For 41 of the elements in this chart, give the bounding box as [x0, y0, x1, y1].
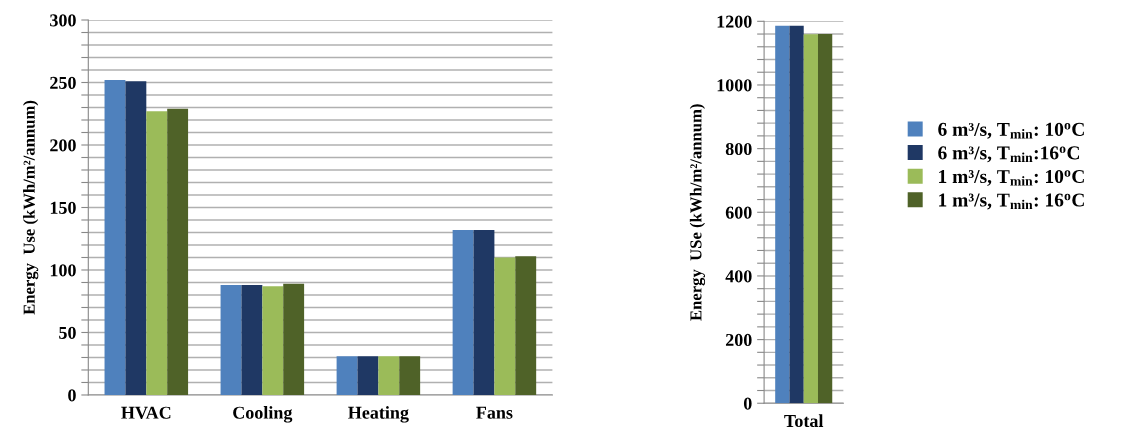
bar	[473, 229, 495, 395]
y-tick-label: 1200	[717, 15, 752, 28]
bar	[336, 356, 358, 395]
bar	[241, 284, 263, 395]
legend-label: 6 m³/s, T$_{min}$:16$^{o}$C	[938, 146, 1079, 163]
y-tick-label: 400	[725, 270, 752, 283]
bar	[283, 283, 305, 395]
bar	[399, 356, 421, 395]
x-tick-label: Fans	[476, 406, 513, 419]
legend-label: 1 m³/s, T$_{min}$: 16$^{o}$C	[939, 193, 1084, 210]
y-tick-label: 100	[50, 264, 76, 277]
y-tick-label: 800	[725, 142, 752, 156]
x-tick-label: HVAC	[121, 406, 171, 419]
bar	[167, 108, 189, 395]
y-tick-label: 200	[50, 139, 76, 152]
y-tick-label: 250	[50, 76, 76, 89]
legend-label: 1 m³/s, T$_{min}$: 10$^{o}$C	[939, 169, 1084, 186]
bar	[262, 286, 284, 395]
bar	[494, 257, 516, 395]
y-tick-label: 1000	[717, 79, 752, 92]
x-tick-label: Heating	[348, 406, 409, 423]
y-axis-title: Energy Use (kWh/m²/annum)	[23, 100, 39, 315]
y-tick-label: 600	[725, 206, 752, 219]
bar	[378, 356, 400, 395]
y-tick-label: 300	[50, 14, 76, 27]
bar	[146, 111, 168, 395]
legend-label: 6 m³/s, T$_{min}$: 10$^{o}$C	[938, 122, 1084, 139]
bar	[220, 284, 242, 395]
y-tick-label: 0	[743, 397, 752, 410]
bar	[515, 256, 537, 395]
y-tick-label: 0	[68, 389, 76, 402]
y-tick-label: 150	[50, 201, 76, 214]
y-tick-label: 50	[59, 326, 76, 339]
x-tick-label: Total	[784, 414, 824, 428]
y-axis-title: Energy USe (kWh/m²/annum)	[689, 104, 706, 321]
y-tick-label: 200	[725, 333, 752, 347]
x-tick-label: Cooling	[233, 406, 293, 423]
bar	[452, 229, 474, 395]
bar	[104, 80, 126, 395]
bar	[125, 81, 147, 395]
bar	[357, 356, 379, 395]
